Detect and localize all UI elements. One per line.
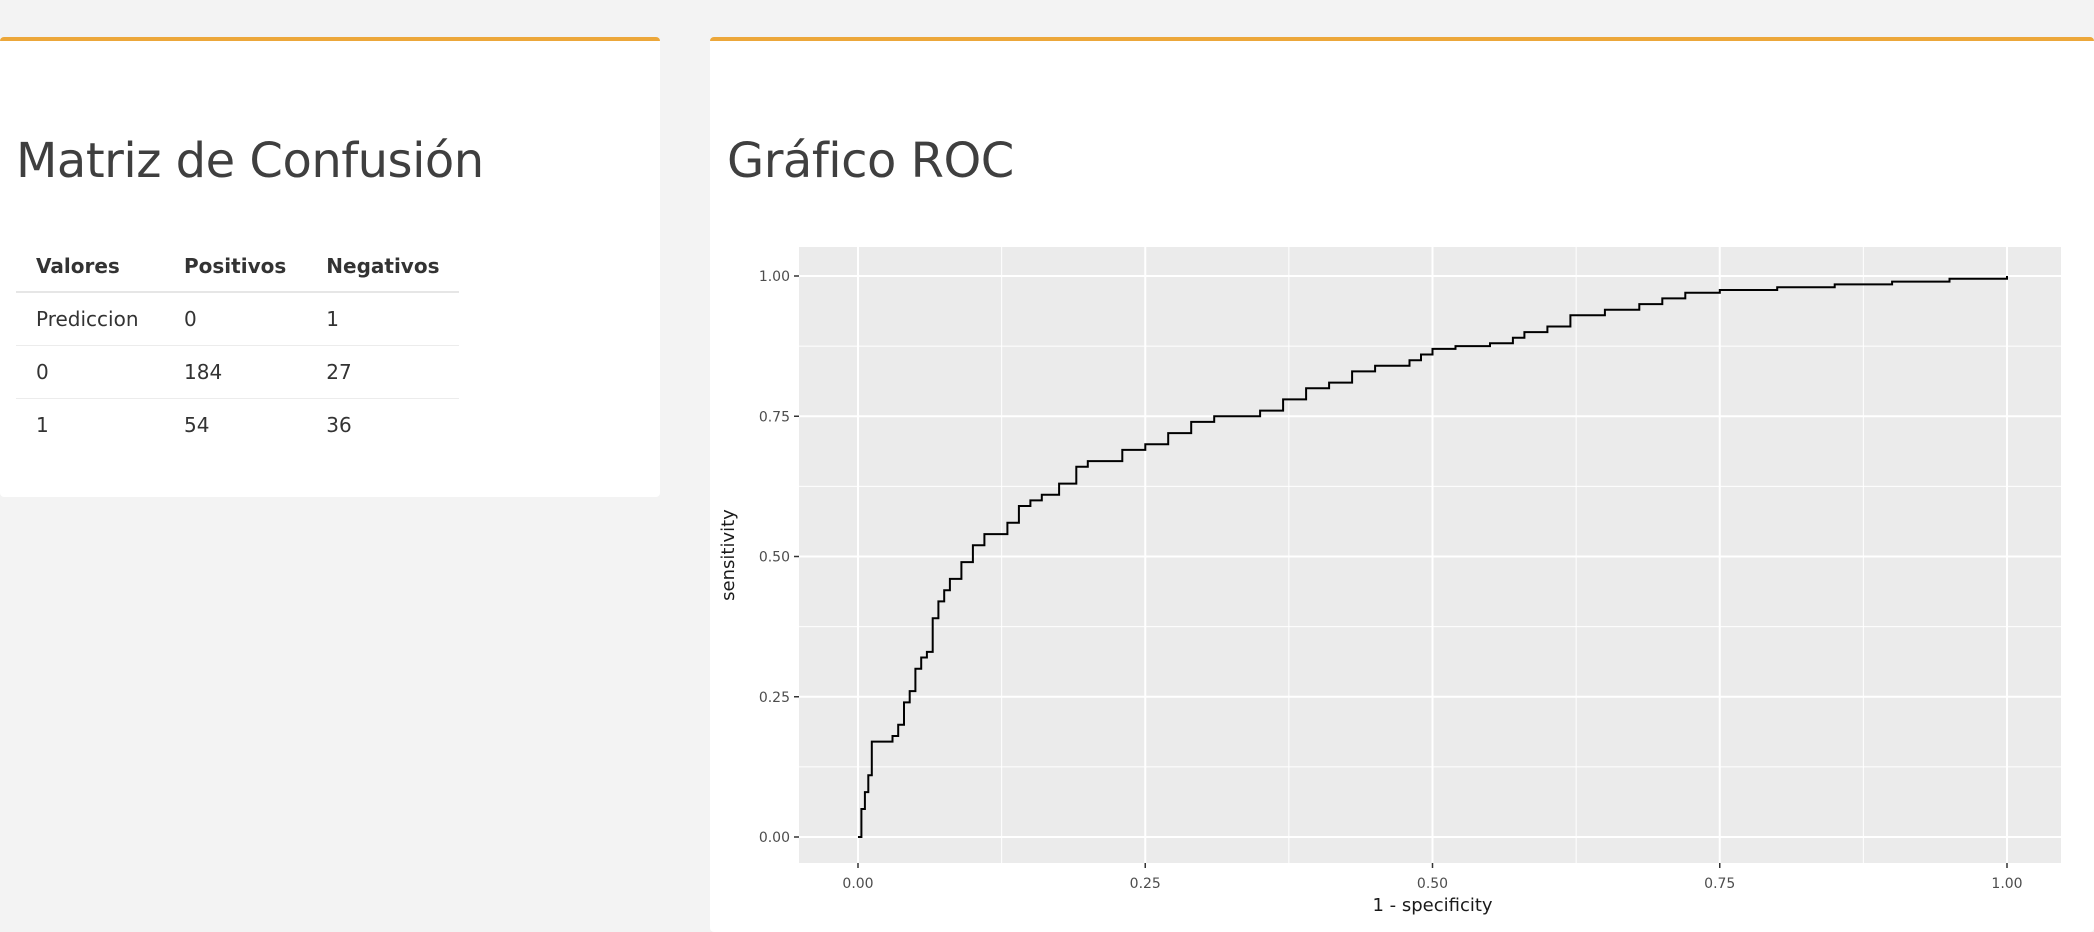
column-header-valores: Valores [16,241,164,293]
roc-title: Gráfico ROC [727,133,1014,189]
table-cell: 54 [184,413,210,437]
x-axis-title: 1 - specificity [1372,895,1492,916]
y-tick-label: 0.75 [759,409,790,425]
table-header-row: Valores Positivos Negativos [16,241,460,293]
roc-panel: Gráfico ROC 0.00 0.25 0.50 0.75 1.00 0.00 0.25… [710,37,2094,932]
y-tick-label: 1.00 [759,269,790,285]
x-tick-label: 0.50 [1417,876,1448,892]
x-tick-label: 0.25 [1130,876,1161,892]
table-row: 0 184 27 [16,345,460,399]
table-cell: 36 [326,413,352,437]
x-tick-label: 0.00 [842,876,873,892]
confusion-matrix-panel: Matriz de Confusión Valores Positivos Ne… [0,37,660,497]
axis-ticks: 0.00 0.25 0.50 0.75 1.00 0.00 0.25 0.50 0.75 1.00 [759,269,2023,892]
plot-background [799,247,2061,863]
roc-curve-line [858,276,2008,838]
x-tick-label: 1.00 [1991,876,2022,892]
roc-chart: 0.00 0.25 0.50 0.75 1.00 0.00 0.25 0.50 0.75 1.00… [718,247,2061,916]
table-cell: 27 [306,345,460,399]
table-row: Prediccion 0 1 [16,292,460,346]
column-header-negativos: Negativos [306,241,460,293]
table-cell: 0 [164,292,307,346]
y-axis-title: sensitivity [718,509,739,601]
table-cell: 184 [164,345,307,399]
y-tick-label: 0.50 [759,550,790,566]
table-cell: 0 [16,345,164,399]
y-tick-label: 0.25 [759,690,790,706]
table-row: 1 54 36 [16,399,459,452]
table-cell: Prediccion [16,292,164,346]
x-tick-label: 0.75 [1704,876,1735,892]
confusion-matrix-title: Matriz de Confusión [16,133,484,189]
confusion-matrix-table: Valores Positivos Negativos Prediccion 0… [16,241,460,452]
y-tick-label: 0.00 [759,830,790,846]
grid-lines [799,247,2061,863]
table-cell: 1 [36,413,49,437]
column-header-positivos: Positivos [164,241,307,293]
table-cell: 1 [306,292,460,346]
